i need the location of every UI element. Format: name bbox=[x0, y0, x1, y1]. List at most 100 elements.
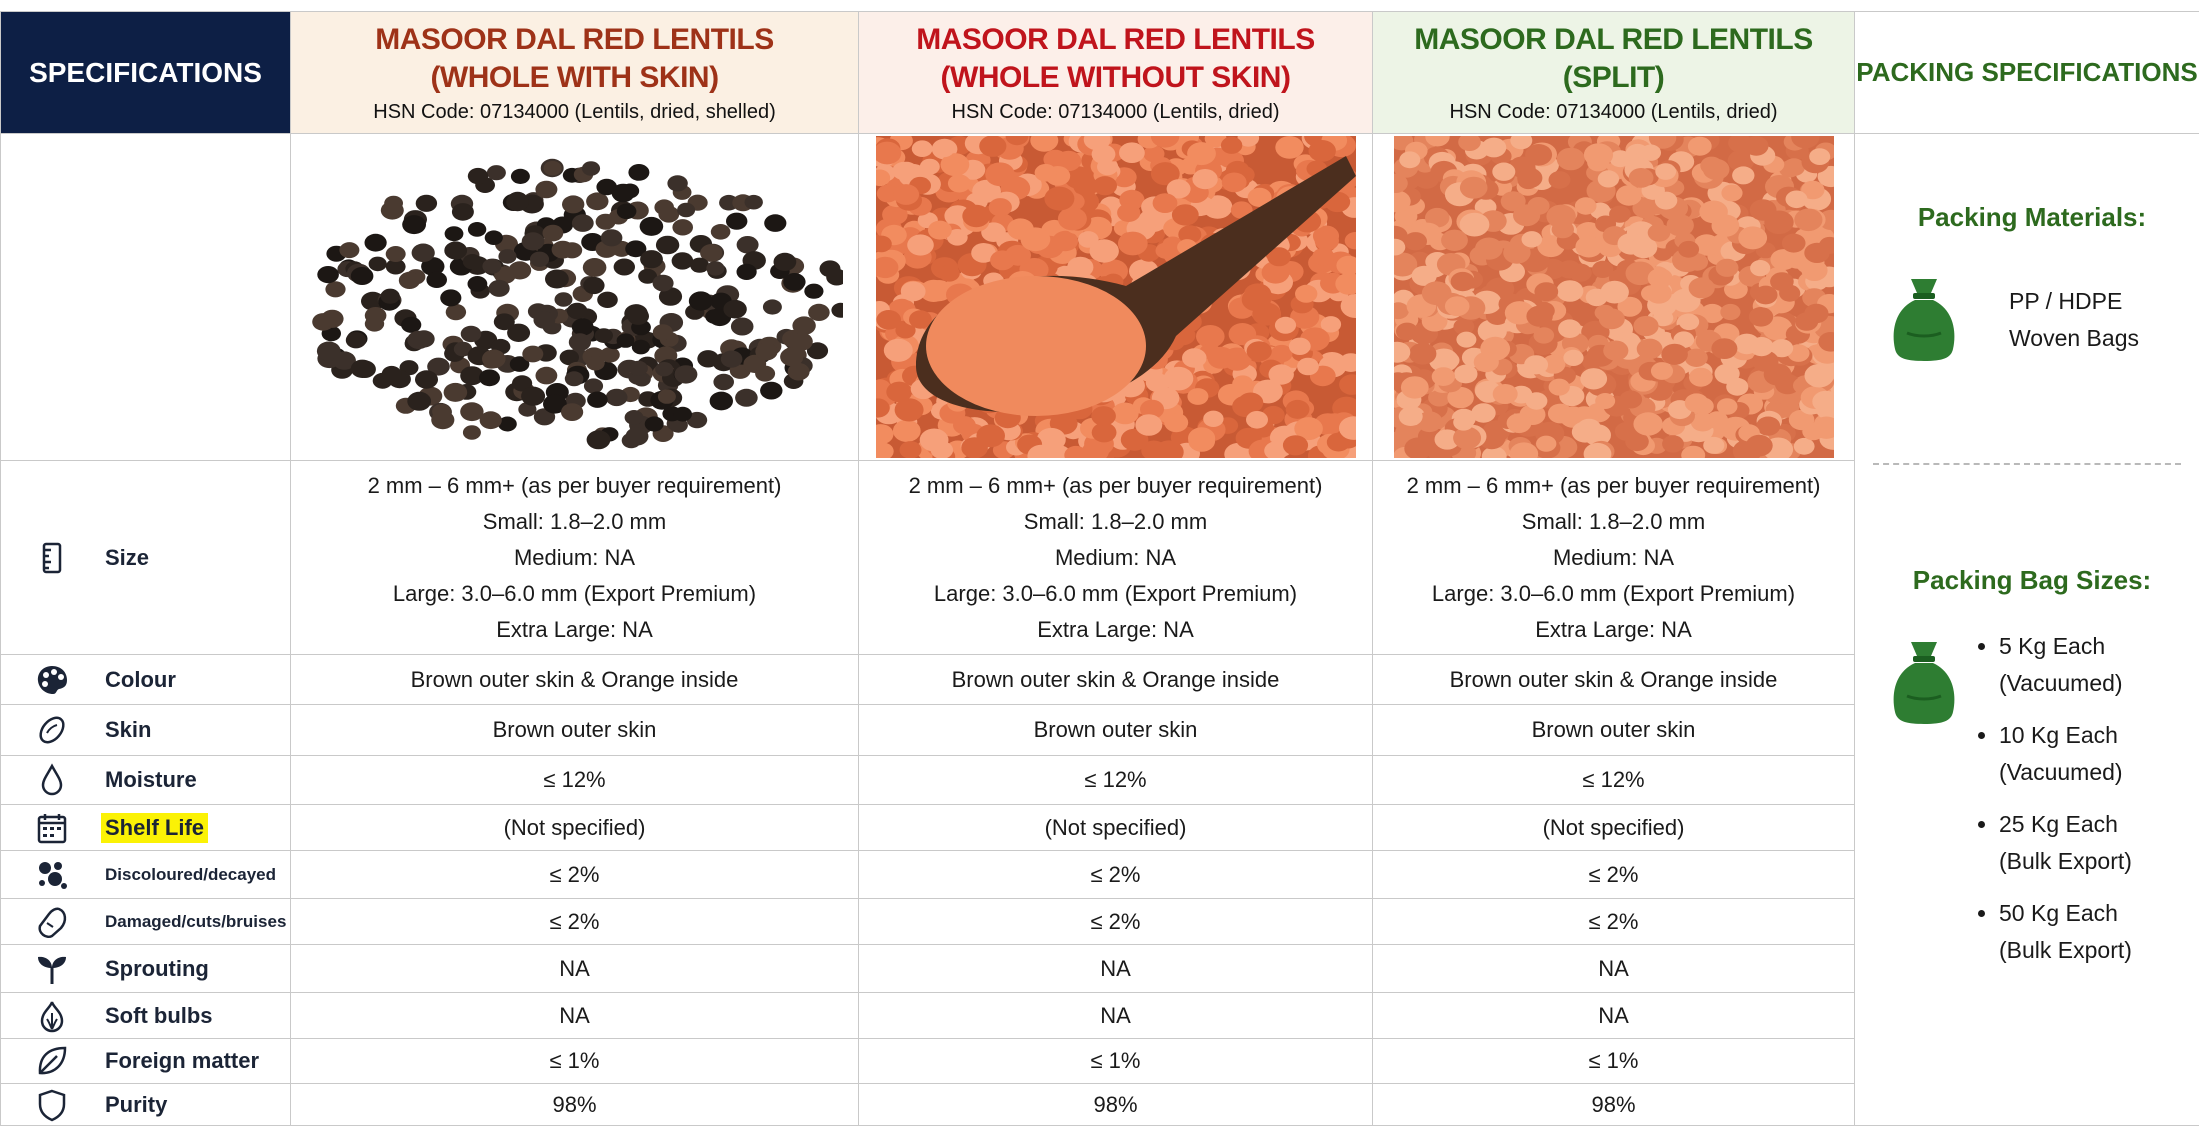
hsn-code: HSN Code: 07134000 (Lentils, dried) bbox=[1373, 101, 1854, 124]
row-icon bbox=[35, 1088, 69, 1122]
row-icon bbox=[35, 663, 69, 697]
row-label-cell: Skin bbox=[1, 705, 291, 756]
value-cell: ≤ 2% bbox=[291, 851, 859, 899]
value-cell: Brown outer skin & Orange inside bbox=[1373, 655, 1855, 705]
value-cell: ≤ 2% bbox=[1373, 851, 1855, 899]
label-wrap: Discoloured/decayed bbox=[1, 858, 290, 892]
label-wrap: Foreign matter bbox=[1, 1044, 290, 1078]
size: 5 Kg Each bbox=[1999, 628, 2132, 665]
label-wrap: Size bbox=[1, 541, 290, 575]
value-cell: ≤ 12% bbox=[859, 756, 1373, 805]
row-icon bbox=[35, 858, 69, 892]
row-icon bbox=[35, 952, 69, 986]
value-line: Small: 1.8–2.0 mm bbox=[1373, 504, 1854, 540]
size-item: 5 Kg Each(Vacuumed) bbox=[1999, 628, 2132, 702]
product-image bbox=[1394, 136, 1834, 458]
row-label-cell: Damaged/cuts/bruises bbox=[1, 899, 291, 945]
row-icon bbox=[35, 811, 69, 845]
size-note: (Vacuumed) bbox=[1999, 665, 2132, 702]
row-label-cell: Discoloured/decayed bbox=[1, 851, 291, 899]
size-note: (Bulk Export) bbox=[1999, 843, 2132, 880]
value-line: Extra Large: NA bbox=[1373, 612, 1854, 648]
row-label-cell: Foreign matter bbox=[1, 1039, 291, 1084]
empty-cell bbox=[1, 134, 291, 461]
product-image bbox=[876, 136, 1356, 458]
sizes-block: 5 Kg Each(Vacuumed)10 Kg Each(Vacuumed)2… bbox=[1865, 636, 2199, 984]
product-image-cell bbox=[291, 134, 859, 461]
value-line: Medium: NA bbox=[859, 540, 1372, 576]
packing-header: PACKING SPECIFICATIONS bbox=[1855, 12, 2199, 134]
value-cell: Brown outer skin bbox=[859, 705, 1373, 756]
value-cell: NA bbox=[1373, 993, 1855, 1039]
value-cell: ≤ 1% bbox=[291, 1039, 859, 1084]
row-label: Foreign matter bbox=[105, 1048, 259, 1074]
size-note: (Bulk Export) bbox=[1999, 932, 2132, 969]
value-cell: NA bbox=[291, 993, 859, 1039]
value-cell: ≤ 2% bbox=[859, 851, 1373, 899]
row-icon bbox=[35, 763, 69, 797]
bag-icon bbox=[1887, 636, 1961, 726]
row-label: Sprouting bbox=[105, 956, 209, 982]
value-cell: ≤ 12% bbox=[1373, 756, 1855, 805]
value-cell: (Not specified) bbox=[291, 805, 859, 851]
row-icon bbox=[35, 999, 69, 1033]
value-cell: ≤ 12% bbox=[291, 756, 859, 805]
size-note: (Vacuumed) bbox=[1999, 754, 2132, 791]
size-item: 10 Kg Each(Vacuumed) bbox=[1999, 717, 2132, 791]
material: Woven Bags bbox=[2009, 320, 2139, 357]
label-wrap: Soft bulbs bbox=[1, 999, 290, 1033]
value-cell: ≤ 2% bbox=[1373, 899, 1855, 945]
row-label: Colour bbox=[105, 667, 176, 693]
value-line: 2 mm – 6 mm+ (as per buyer requirement) bbox=[1373, 468, 1854, 504]
value-cell: ≤ 1% bbox=[1373, 1039, 1855, 1084]
product-image bbox=[307, 136, 843, 458]
size-item: 25 Kg Each(Bulk Export) bbox=[1999, 806, 2132, 880]
label-wrap: Skin bbox=[1, 713, 290, 747]
row-label-cell: Purity bbox=[1, 1084, 291, 1126]
value-cell: NA bbox=[859, 993, 1373, 1039]
size: 50 Kg Each bbox=[1999, 895, 2132, 932]
packing-sizes-title: Packing Bag Sizes: bbox=[1865, 565, 2199, 596]
size-list: 5 Kg Each(Vacuumed)10 Kg Each(Vacuumed)2… bbox=[1961, 628, 2132, 984]
label-wrap: Damaged/cuts/bruises bbox=[1, 905, 290, 939]
product-image-cell bbox=[859, 134, 1373, 461]
value-line: Extra Large: NA bbox=[291, 612, 858, 648]
label-wrap: Moisture bbox=[1, 763, 290, 797]
hsn-code: HSN Code: 07134000 (Lentils, dried, shel… bbox=[291, 101, 858, 124]
row-label-cell: Colour bbox=[1, 655, 291, 705]
value-line: 2 mm – 6 mm+ (as per buyer requirement) bbox=[859, 468, 1372, 504]
value-cell: (Not specified) bbox=[859, 805, 1373, 851]
row-icon bbox=[35, 713, 69, 747]
label-wrap: Purity bbox=[1, 1088, 290, 1122]
value-cell: (Not specified) bbox=[1373, 805, 1855, 851]
value-cell: Brown outer skin & Orange inside bbox=[859, 655, 1373, 705]
value-cell: 98% bbox=[291, 1084, 859, 1126]
value-line: Extra Large: NA bbox=[859, 612, 1372, 648]
row-label-cell: Moisture bbox=[1, 756, 291, 805]
product-header: MASOOR DAL RED LENTILS(WHOLE WITHOUT SKI… bbox=[859, 12, 1373, 134]
value-line: Large: 3.0–6.0 mm (Export Premium) bbox=[859, 576, 1372, 612]
value-line: Large: 3.0–6.0 mm (Export Premium) bbox=[291, 576, 858, 612]
value-line: Medium: NA bbox=[291, 540, 858, 576]
value-line: Small: 1.8–2.0 mm bbox=[291, 504, 858, 540]
value-line: Medium: NA bbox=[1373, 540, 1854, 576]
product-name: (WHOLE WITHOUT SKIN) bbox=[859, 59, 1372, 97]
value-cell: ≤ 2% bbox=[859, 899, 1373, 945]
value-cell: Brown outer skin bbox=[1373, 705, 1855, 756]
value-cell: 2 mm – 6 mm+ (as per buyer requirement)S… bbox=[291, 461, 859, 655]
product-header: MASOOR DAL RED LENTILS(WHOLE WITH SKIN)H… bbox=[291, 12, 859, 134]
value-cell: 98% bbox=[859, 1084, 1373, 1126]
value-cell: 98% bbox=[1373, 1084, 1855, 1126]
packing-sizes: Packing Bag Sizes:5 Kg Each(Vacuumed)10 … bbox=[1855, 465, 2199, 984]
row-label-cell: Soft bulbs bbox=[1, 993, 291, 1039]
row-label-cell: Shelf Life bbox=[1, 805, 291, 851]
